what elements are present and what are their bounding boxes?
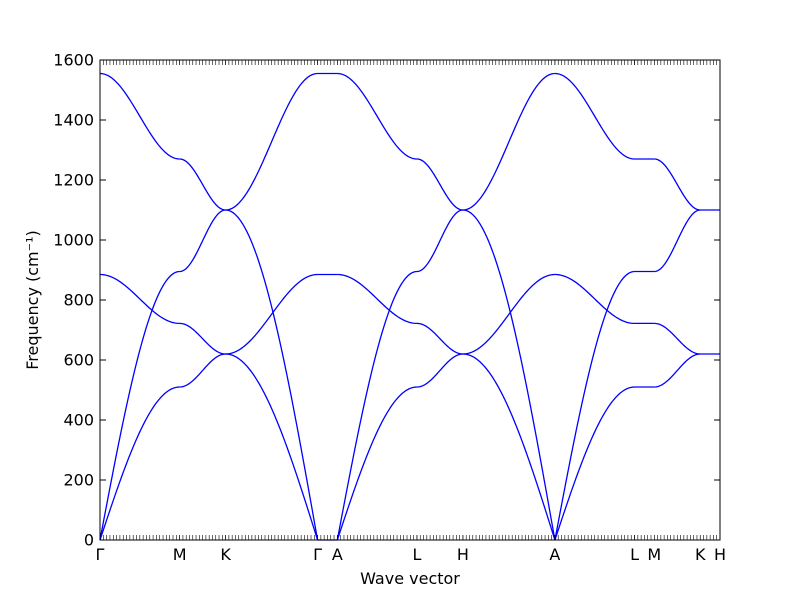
y-tick-label: 400: [63, 411, 94, 430]
band-line: [554, 273, 635, 325]
band-line: [337, 72, 417, 160]
y-axis-label: Frequency (cm⁻¹): [23, 230, 42, 369]
x-tick-label: K: [695, 545, 706, 564]
band-line: [225, 353, 319, 541]
x-axis-label: Wave vector: [360, 569, 460, 588]
x-tick-label: A: [332, 545, 343, 564]
band-line: [416, 353, 463, 388]
band-line: [99, 273, 180, 325]
x-tick-label: L: [413, 545, 422, 564]
x-tick-label: H: [457, 545, 469, 564]
band-line: [554, 72, 635, 160]
band-line: [179, 353, 226, 388]
band-line: [554, 386, 635, 541]
band-line: [225, 209, 319, 541]
x-tick-label: K: [220, 545, 231, 564]
band-line: [225, 72, 318, 211]
y-tick-label: 800: [63, 291, 94, 310]
band-line: [99, 270, 180, 541]
band-line: [462, 273, 555, 355]
band-line: [179, 322, 226, 355]
band-line: [416, 158, 463, 211]
y-tick-label: 600: [63, 351, 94, 370]
band-line: [462, 209, 556, 541]
band-line: [462, 72, 555, 211]
band-line: [99, 72, 180, 160]
band-line: [336, 270, 418, 541]
x-tick-label: L: [630, 545, 639, 564]
band-line: [225, 273, 318, 355]
y-tick-label: 1600: [53, 51, 94, 70]
band-line: [654, 158, 701, 211]
band-line: [99, 386, 180, 541]
band-line: [554, 270, 635, 541]
band-line: [654, 322, 701, 355]
band-line: [337, 273, 417, 325]
y-tick-label: 1400: [53, 111, 94, 130]
x-minor-ticks: [99, 60, 721, 540]
band-line: [179, 158, 226, 211]
x-tick-label: Γ: [96, 545, 105, 564]
band-line: [654, 353, 701, 388]
plot-frame: [99, 59, 721, 541]
band-line: [654, 209, 701, 273]
y-tick-label: 200: [63, 471, 94, 490]
band-line: [416, 322, 463, 355]
x-tick-label: H: [714, 545, 726, 564]
band-line: [336, 386, 417, 541]
x-tick-label: Γ: [313, 545, 322, 564]
y-tick-label: 0: [84, 531, 94, 550]
x-tick-label: A: [549, 545, 560, 564]
x-tick-label: M: [647, 545, 661, 564]
band-line: [462, 353, 556, 541]
y-tick-label: 1000: [53, 231, 94, 250]
y-axis-ticks: 0 200 400 600 800 1000 1200 1400 1600: [53, 51, 720, 550]
band-line: [179, 209, 226, 273]
band-line: [416, 209, 463, 273]
x-tick-label: M: [173, 545, 187, 564]
y-tick-label: 1200: [53, 171, 94, 190]
